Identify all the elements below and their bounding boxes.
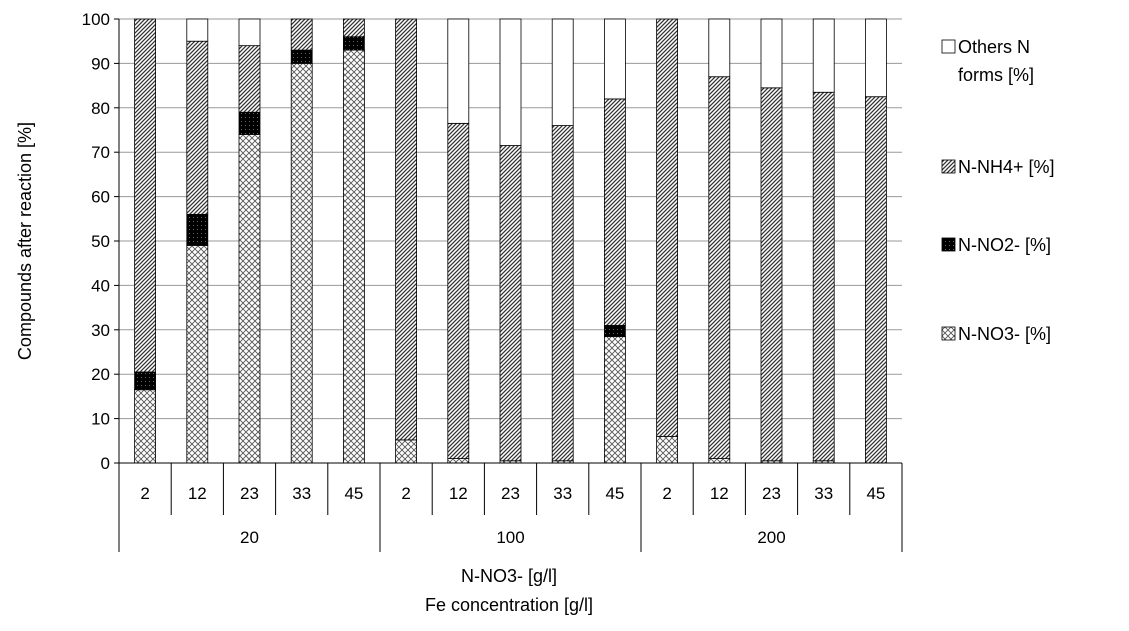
bar-segment [708,18,731,78]
x-axis-title-2: Fe concentration [g/l] [425,595,593,615]
bar-segment [604,18,626,100]
bar-segment [342,36,365,51]
bar-segment [551,125,574,462]
bar-segment [865,18,887,98]
x-group-label: 20 [240,528,259,547]
x-category-label: 12 [449,484,468,503]
y-tick-label: 60 [91,188,110,207]
bar-segment [656,435,678,464]
x-category-label: 2 [662,484,671,503]
legend-label: forms [%] [958,65,1034,85]
bar-segment [499,145,522,462]
bar-segment [708,458,731,464]
bar-segment [604,336,626,464]
bar-segment [290,18,313,51]
x-category-label: 2 [140,484,149,503]
bar-segment [238,18,261,47]
y-tick-label: 50 [91,232,110,251]
x-category-label: 23 [240,484,259,503]
y-tick-label: 20 [91,365,110,384]
y-tick-label: 30 [91,321,110,340]
bar-segment [134,389,157,464]
bar-segment [656,18,678,437]
bar-segment [604,98,626,326]
x-category-label: 33 [814,484,833,503]
y-tick-label: 90 [91,54,110,73]
bar-segment [499,18,522,146]
bar-segment [290,49,313,64]
y-tick-label: 70 [91,143,110,162]
bar-segment [186,18,209,42]
bar-segment [238,134,261,464]
x-category-labels: 2 12 23 33 45 2 12 23 33 45 2 12 23 33 45 [140,484,885,503]
x-group-label: 200 [757,528,785,547]
bar-segment [186,245,209,464]
bar-segment [812,18,835,93]
legend-swatch [941,39,956,54]
legend-swatch [941,159,956,174]
bar-segment [447,458,470,464]
legend-label: N-NO3- [%] [958,324,1051,344]
x-category-label: 45 [605,484,624,503]
x-category-label: 45 [866,484,885,503]
axes [118,19,903,552]
x-category-label: 2 [401,484,410,503]
bar-segment [708,76,731,459]
bar-segment [186,213,209,246]
bar-segment [865,96,887,464]
legend-label: N-NH4+ [%] [958,157,1055,177]
bar-segment [395,439,418,464]
x-category-label: 45 [344,484,363,503]
y-tick-labels: 0 10 20 30 40 50 60 70 80 90 100 [82,10,110,473]
y-tick-label: 0 [101,454,110,473]
x-axis-title: N-NO3- [g/l] [461,566,557,586]
x-group-labels: 20 100 200 [240,528,786,547]
legend-swatch [941,237,956,252]
bar-segment [238,111,261,135]
legend-swatch [941,326,956,341]
y-tick-label: 40 [91,276,110,295]
bar-segment [186,40,209,215]
x-category-label: 23 [762,484,781,503]
y-tick-label: 10 [91,410,110,429]
bar-segment [238,45,261,113]
legend-label: N-NO2- [%] [958,235,1051,255]
bar-segment [342,49,365,464]
y-axis-title: Compounds after reaction [%] [15,122,35,360]
bar-segment [134,371,157,391]
x-category-label: 12 [188,484,207,503]
bar-segment [760,87,783,462]
bar-segment [342,18,365,38]
x-category-label: 33 [553,484,572,503]
bar-segment [134,18,157,373]
bar-segment [812,91,835,462]
y-tick-label: 100 [82,10,110,29]
legend: Others N forms [%] N-NH4+ [%] N-NO2- [%] N-N… [941,37,1055,344]
x-group-label: 100 [496,528,524,547]
y-tick-label: 80 [91,99,110,118]
x-category-label: 12 [710,484,729,503]
bars [134,18,887,464]
bar-segment [760,18,783,89]
x-category-label: 33 [292,484,311,503]
bar-segment [551,18,574,126]
x-category-label: 23 [501,484,520,503]
bar-segment [604,324,626,337]
bar-segment [395,18,418,441]
bar-segment [447,18,470,124]
bar-segment [290,63,313,464]
bar-segment [447,122,470,459]
legend-label: Others N [958,37,1030,57]
